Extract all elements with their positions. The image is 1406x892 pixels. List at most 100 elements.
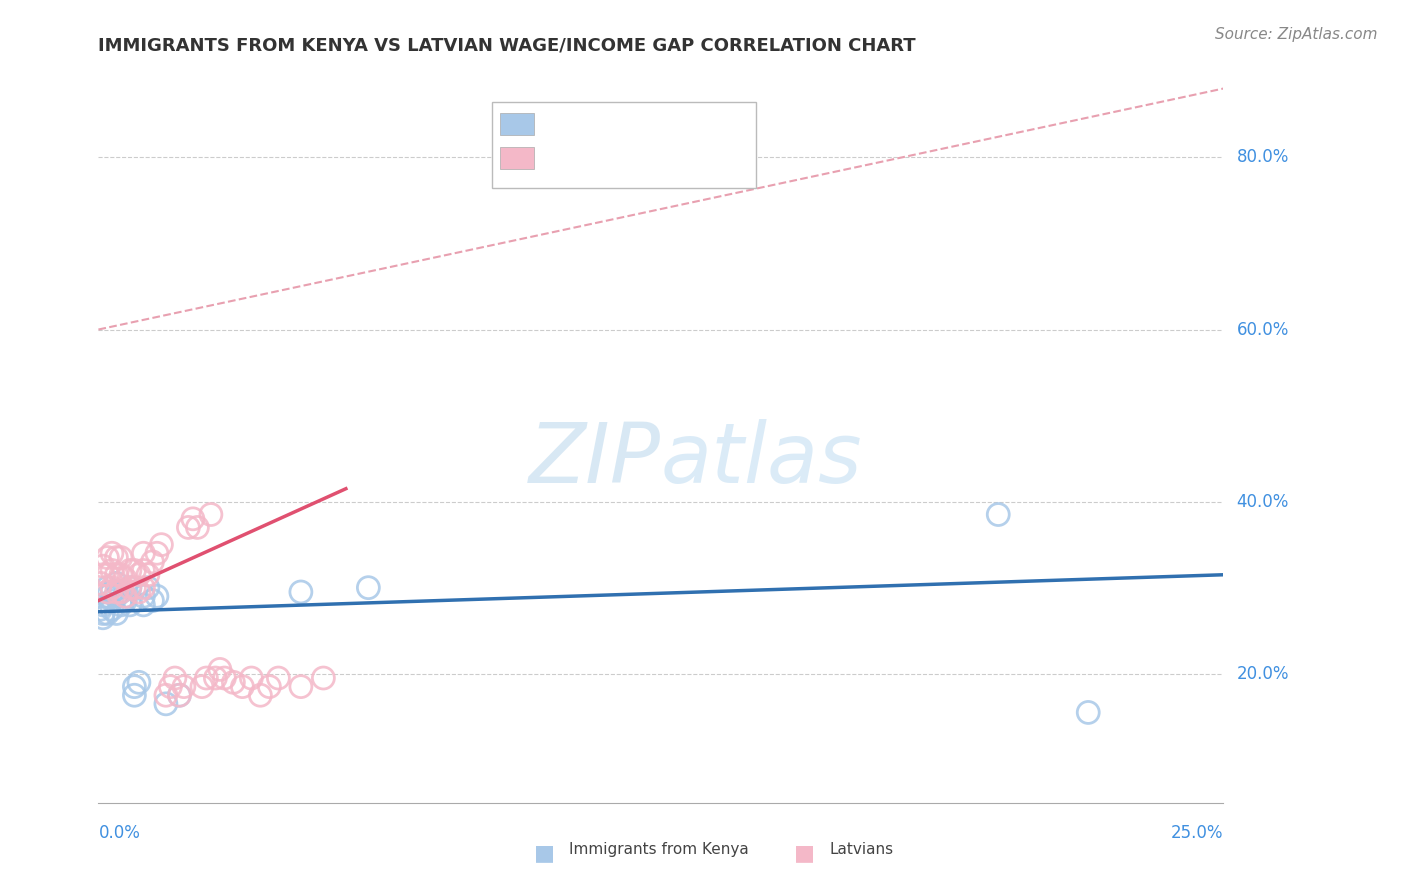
Point — [132, 598, 155, 612]
Point — [118, 564, 141, 578]
Point — [128, 567, 150, 582]
Point — [132, 564, 155, 578]
Text: R = 0.071: R = 0.071 — [543, 115, 633, 133]
Point — [177, 520, 200, 534]
Point — [91, 559, 114, 574]
Point — [124, 680, 146, 694]
Text: 60.0%: 60.0% — [1237, 320, 1289, 339]
Point — [128, 675, 150, 690]
Point — [159, 680, 181, 694]
Point — [290, 680, 312, 694]
Text: IMMIGRANTS FROM KENYA VS LATVIAN WAGE/INCOME GAP CORRELATION CHART: IMMIGRANTS FROM KENYA VS LATVIAN WAGE/IN… — [98, 37, 917, 54]
Point — [105, 576, 128, 591]
Point — [163, 671, 186, 685]
Point — [105, 585, 128, 599]
Point — [91, 611, 114, 625]
Point — [357, 581, 380, 595]
FancyBboxPatch shape — [501, 113, 534, 135]
Point — [96, 550, 118, 565]
Point — [1077, 706, 1099, 720]
Point — [141, 555, 163, 569]
Point — [150, 538, 173, 552]
Point — [101, 585, 124, 599]
Point — [200, 508, 222, 522]
Text: Immigrants from Kenya: Immigrants from Kenya — [569, 842, 749, 856]
Text: 80.0%: 80.0% — [1237, 148, 1289, 167]
Point — [118, 598, 141, 612]
Point — [110, 593, 132, 607]
Point — [124, 564, 146, 578]
FancyBboxPatch shape — [501, 146, 534, 169]
Point — [101, 564, 124, 578]
Point — [259, 680, 281, 694]
Point — [141, 593, 163, 607]
Point — [191, 680, 214, 694]
Point — [90, 576, 112, 591]
Point — [987, 508, 1010, 522]
Point — [146, 589, 169, 603]
Point — [136, 567, 159, 582]
Point — [118, 581, 141, 595]
Point — [195, 671, 218, 685]
Point — [169, 688, 191, 702]
Point — [146, 546, 169, 560]
Point — [96, 589, 118, 603]
Point — [267, 671, 290, 685]
Point — [136, 581, 159, 595]
Point — [114, 589, 136, 603]
Point — [96, 607, 118, 621]
Point — [132, 546, 155, 560]
Point — [105, 550, 128, 565]
Text: ZIP: ZIP — [529, 418, 661, 500]
Text: 40.0%: 40.0% — [1237, 492, 1289, 510]
Point — [208, 662, 231, 676]
Point — [132, 589, 155, 603]
Point — [110, 567, 132, 582]
Text: ■: ■ — [534, 844, 554, 863]
Point — [124, 688, 146, 702]
Point — [105, 567, 128, 582]
Point — [186, 520, 208, 534]
Point — [204, 671, 226, 685]
Point — [105, 607, 128, 621]
Point — [240, 671, 263, 685]
Point — [231, 680, 253, 694]
FancyBboxPatch shape — [492, 102, 756, 188]
Point — [155, 688, 177, 702]
Text: Source: ZipAtlas.com: Source: ZipAtlas.com — [1215, 27, 1378, 42]
Point — [101, 602, 124, 616]
Point — [91, 598, 114, 612]
Point — [91, 567, 114, 582]
Point — [169, 688, 191, 702]
Point — [110, 598, 132, 612]
Point — [128, 585, 150, 599]
Point — [110, 585, 132, 599]
Text: N = 34: N = 34 — [650, 115, 711, 133]
Point — [110, 550, 132, 565]
Point — [96, 585, 118, 599]
Text: 20.0%: 20.0% — [1237, 665, 1289, 682]
Point — [214, 671, 236, 685]
Point — [96, 581, 118, 595]
Point — [114, 572, 136, 586]
Point — [101, 581, 124, 595]
Text: Latvians: Latvians — [830, 842, 894, 856]
Point — [155, 697, 177, 711]
Point — [222, 675, 245, 690]
Point — [173, 680, 195, 694]
Point — [114, 593, 136, 607]
Text: 0.0%: 0.0% — [98, 824, 141, 842]
Point — [181, 512, 204, 526]
Point — [118, 581, 141, 595]
Point — [91, 607, 114, 621]
Point — [105, 589, 128, 603]
Text: R = 0.253: R = 0.253 — [543, 149, 634, 167]
Text: ■: ■ — [794, 844, 814, 863]
Point — [96, 567, 118, 582]
Point — [110, 585, 132, 599]
Point — [114, 589, 136, 603]
Text: 25.0%: 25.0% — [1171, 824, 1223, 842]
Point — [101, 593, 124, 607]
Point — [290, 585, 312, 599]
Point — [312, 671, 335, 685]
